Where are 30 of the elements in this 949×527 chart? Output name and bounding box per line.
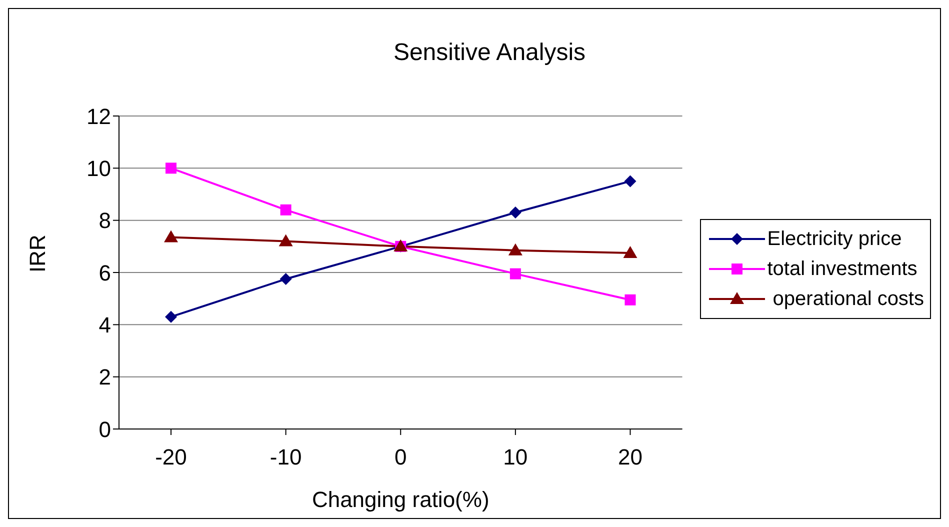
y-tick-label: 8	[98, 208, 111, 234]
x-tick-label: 0	[394, 444, 407, 470]
point	[280, 273, 292, 286]
point	[624, 294, 636, 306]
y-tick-label: 6	[98, 260, 111, 286]
x-tick-label: 10	[503, 444, 528, 470]
y-tick-label: 4	[98, 312, 111, 338]
x-tick-label: -20	[155, 444, 187, 470]
legend-label: total investments	[767, 257, 918, 282]
chart-title: Sensitive Analysis	[392, 39, 587, 67]
x-tick-label: 20	[618, 444, 642, 470]
x-axis-title: Changing ratio(%)	[312, 487, 490, 512]
point	[280, 204, 292, 216]
point	[508, 243, 522, 256]
legend-label: operational costs	[772, 287, 924, 312]
y-axis-title: IRR	[24, 234, 50, 272]
y-tick-label: 0	[98, 416, 111, 442]
legend-label: Electricity price	[767, 227, 902, 252]
y-tick-label: 2	[98, 364, 111, 390]
point	[165, 310, 177, 323]
point	[624, 175, 636, 188]
point	[510, 268, 521, 280]
y-tick-label: 10	[86, 156, 111, 181]
y-tick-label: 12	[86, 104, 111, 129]
point	[164, 230, 178, 242]
x-tick-label: -10	[270, 444, 302, 470]
point	[278, 234, 293, 246]
point	[623, 246, 638, 258]
point	[166, 162, 176, 174]
point	[509, 206, 522, 219]
